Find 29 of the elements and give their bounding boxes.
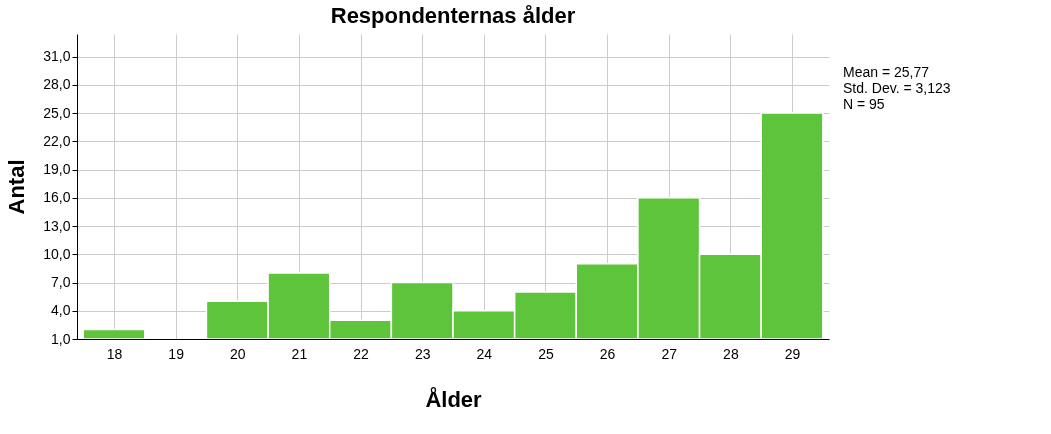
x-tick-label: 20 xyxy=(229,345,246,362)
x-tick-label: 21 xyxy=(291,345,308,362)
x-tick-label: 19 xyxy=(168,345,185,362)
y-tick-label: 7,0 xyxy=(51,274,71,291)
x-tick-label: 26 xyxy=(599,345,616,362)
text: Std. Dev. = 3,123 xyxy=(843,80,951,96)
x-axis-title: Ålder xyxy=(425,385,483,412)
y-tick-label: 10,0 xyxy=(43,245,71,262)
x-tick-label: 29 xyxy=(784,345,801,362)
x-tick-label: 23 xyxy=(414,345,431,362)
y-tick-label: 19,0 xyxy=(43,161,71,178)
y-tick-label: 1,0 xyxy=(51,330,71,347)
x-tick-label: 28 xyxy=(723,345,739,362)
x-tick-label: 24 xyxy=(476,345,493,362)
x-tick-label: 18 xyxy=(106,345,123,362)
y-tick-label: 22,0 xyxy=(43,132,71,149)
y-tick-label: 25,0 xyxy=(43,104,71,121)
y-tick-label: 28,0 xyxy=(43,76,71,93)
x-tick-label: 25 xyxy=(538,345,554,362)
y-tick-label: 16,0 xyxy=(43,189,71,206)
chart-title: Respondenternas ålder xyxy=(330,3,576,28)
x-tick-label: 22 xyxy=(353,345,370,362)
y-tick-label: 13,0 xyxy=(43,217,71,234)
text: Mean = 25,77 xyxy=(843,64,930,80)
y-axis-title: Antal xyxy=(4,159,30,215)
text: N = 95 xyxy=(843,96,885,112)
x-tick-label: 27 xyxy=(661,345,678,362)
y-tick-label: 4,0 xyxy=(51,302,71,319)
y-tick-label: 31,0 xyxy=(43,48,71,65)
